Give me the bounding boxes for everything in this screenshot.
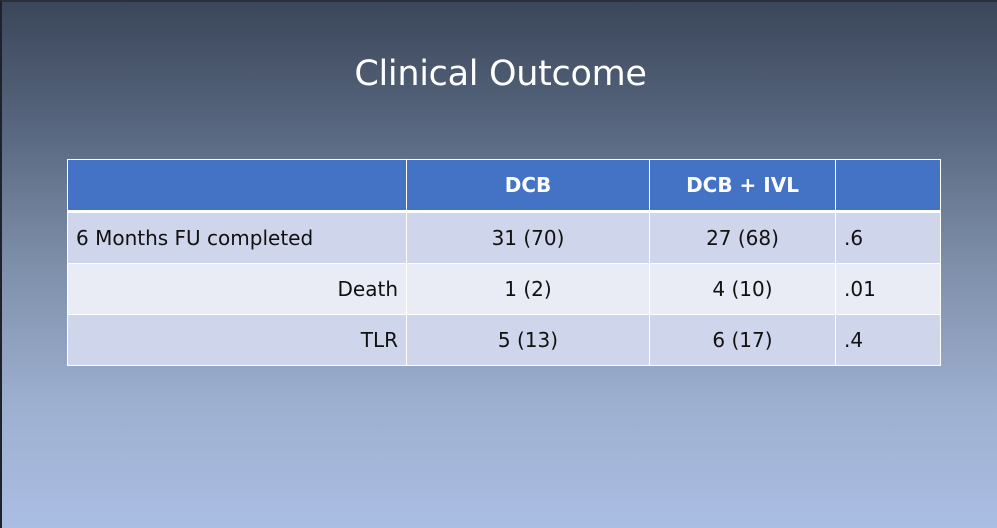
row-label: Death: [67, 263, 407, 315]
row-label: TLR: [67, 314, 407, 366]
p-value: .4: [835, 314, 941, 366]
table-row: Death 1 (2) 4 (10) .01: [67, 263, 941, 315]
row-label: 6 Months FU completed: [67, 211, 407, 264]
clinical-outcome-table: DCB DCB + IVL 6 Months FU completed 31 (…: [67, 159, 941, 366]
slide-title: Clinical Outcome: [354, 54, 647, 94]
header-cell-empty: [67, 159, 407, 213]
p-value: .6: [835, 211, 941, 264]
dcb-ivl-value: 4 (10): [649, 263, 836, 315]
table-row: 6 Months FU completed 31 (70) 27 (68) .6: [67, 211, 941, 264]
header-cell-dcb: DCB: [406, 159, 650, 213]
dcb-ivl-value: 27 (68): [649, 211, 836, 264]
dcb-value: 31 (70): [406, 211, 650, 264]
dcb-ivl-value: 6 (17): [649, 314, 836, 366]
table-row: TLR 5 (13) 6 (17) .4: [67, 314, 941, 366]
header-cell-p: [835, 159, 941, 213]
dcb-value: 1 (2): [406, 263, 650, 315]
p-value: .01: [835, 263, 941, 315]
dcb-value: 5 (13): [406, 314, 650, 366]
header-cell-dcb-ivl: DCB + IVL: [649, 159, 836, 213]
table-header-row: DCB DCB + IVL: [67, 159, 941, 213]
